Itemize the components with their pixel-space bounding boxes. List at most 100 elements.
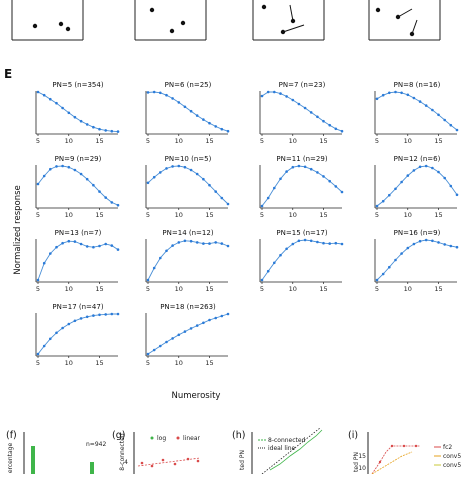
data-point — [208, 242, 211, 245]
data-point — [394, 90, 397, 94]
data-point — [159, 91, 162, 95]
data-point — [104, 129, 107, 132]
data-point — [455, 245, 459, 249]
data-point — [165, 340, 168, 344]
data-point — [36, 90, 40, 94]
data-point — [279, 92, 282, 95]
data-point — [266, 269, 270, 273]
x-tick-label: 10 — [175, 359, 183, 367]
tuning-panel: PN=6 (n=25) 5 10 15 — [145, 81, 230, 145]
x-tick-label: 15 — [319, 137, 327, 145]
x-tick-label: 5 — [146, 359, 150, 367]
data-point — [220, 314, 224, 318]
data-point — [146, 352, 150, 356]
data-point — [260, 204, 264, 208]
panel-g-legend-linear-marker — [176, 436, 180, 440]
data-point — [309, 111, 313, 114]
data-point — [177, 333, 181, 337]
data-point — [146, 181, 150, 185]
data-point — [55, 165, 58, 168]
panel-title: PN=11 (n=29) — [276, 155, 327, 163]
data-point — [49, 97, 52, 101]
data-point — [297, 102, 301, 106]
x-tick-label: 5 — [375, 137, 379, 145]
data-point — [220, 127, 224, 131]
panel-title: PN=15 (n=17) — [276, 229, 327, 237]
data-point — [85, 245, 89, 248]
panel-h-legend-a: 8-connected — [268, 437, 306, 444]
data-point — [431, 108, 434, 112]
data-point — [110, 201, 114, 204]
data-point — [303, 238, 307, 242]
data-point — [189, 239, 193, 243]
tuning-curve — [37, 313, 118, 355]
data-point — [202, 118, 205, 121]
data-point — [406, 246, 410, 250]
stimulus-image-4 — [368, 0, 441, 41]
data-point — [92, 314, 95, 317]
panel-i-point — [414, 444, 418, 448]
data-point — [273, 261, 276, 265]
panel-f-bar-1 — [31, 446, 35, 474]
panel-title: PN=5 (n=354) — [52, 81, 103, 89]
data-point — [381, 199, 385, 203]
panel-i-ytick-10: 10 — [358, 465, 366, 472]
data-point — [189, 168, 193, 172]
x-axis-label: Numerosity — [172, 391, 221, 401]
data-point — [226, 202, 230, 206]
panel-title: PN=9 (n=29) — [55, 155, 102, 163]
panel-title: PN=17 (n=47) — [52, 303, 103, 311]
stimulus-image-1 — [11, 0, 84, 41]
data-point — [424, 164, 428, 168]
x-tick-label: 15 — [434, 285, 442, 293]
x-tick-label: 10 — [65, 285, 73, 293]
panel-h-ylabel: ted PN — [239, 450, 246, 470]
tuning-curve — [261, 165, 343, 207]
tuning-curve — [376, 91, 458, 131]
x-tick-label: 10 — [175, 211, 183, 219]
data-point — [159, 256, 162, 260]
panel-g-legend-linear: linear — [183, 435, 201, 442]
data-point — [98, 244, 101, 248]
panel-title: PN=16 (n=9) — [394, 229, 441, 237]
x-tick-label: 10 — [175, 137, 183, 145]
x-tick-label: 5 — [375, 285, 379, 293]
x-tick-label: 5 — [375, 211, 379, 219]
data-point — [159, 344, 162, 348]
data-point — [42, 344, 46, 348]
data-point — [418, 100, 422, 103]
x-tick-label: 10 — [404, 285, 412, 293]
x-tick-label: 15 — [205, 137, 213, 145]
data-point — [322, 175, 325, 178]
data-point — [322, 241, 325, 245]
data-point — [183, 330, 187, 333]
x-tick-label: 15 — [319, 211, 327, 219]
data-point — [171, 337, 174, 340]
data-point — [437, 170, 440, 174]
data-point — [85, 315, 89, 319]
tuning-panel: PN=7 (n=23) 5 10 15 — [259, 81, 344, 145]
tuning-panel: PN=9 (n=29) 5 10 15 — [35, 155, 120, 219]
x-tick-label: 15 — [205, 359, 213, 367]
data-point — [388, 91, 391, 95]
data-point — [266, 90, 270, 94]
x-tick-label: 10 — [65, 359, 73, 367]
panel-f-ylabel: ercentage — [7, 443, 14, 474]
data-point — [400, 180, 403, 184]
data-point — [165, 249, 168, 253]
tuning-panel: PN=8 (n=16) 5 10 15 — [374, 81, 459, 145]
tuning-panel: PN=10 (n=5) 5 10 15 — [145, 155, 230, 219]
data-point — [394, 187, 397, 191]
data-point — [273, 186, 276, 190]
data-point — [303, 165, 307, 169]
panel-g-fit-line — [137, 457, 201, 467]
data-point — [61, 106, 64, 110]
data-point — [431, 166, 434, 170]
tuning-panel: PN=5 (n=354) 5 10 15 — [35, 81, 120, 145]
data-point — [152, 266, 156, 270]
panel-title: PN=14 (n=12) — [162, 229, 213, 237]
x-tick-label: 10 — [65, 211, 73, 219]
data-point — [418, 239, 422, 243]
x-tick-label: 5 — [260, 137, 264, 145]
data-point — [285, 170, 288, 173]
